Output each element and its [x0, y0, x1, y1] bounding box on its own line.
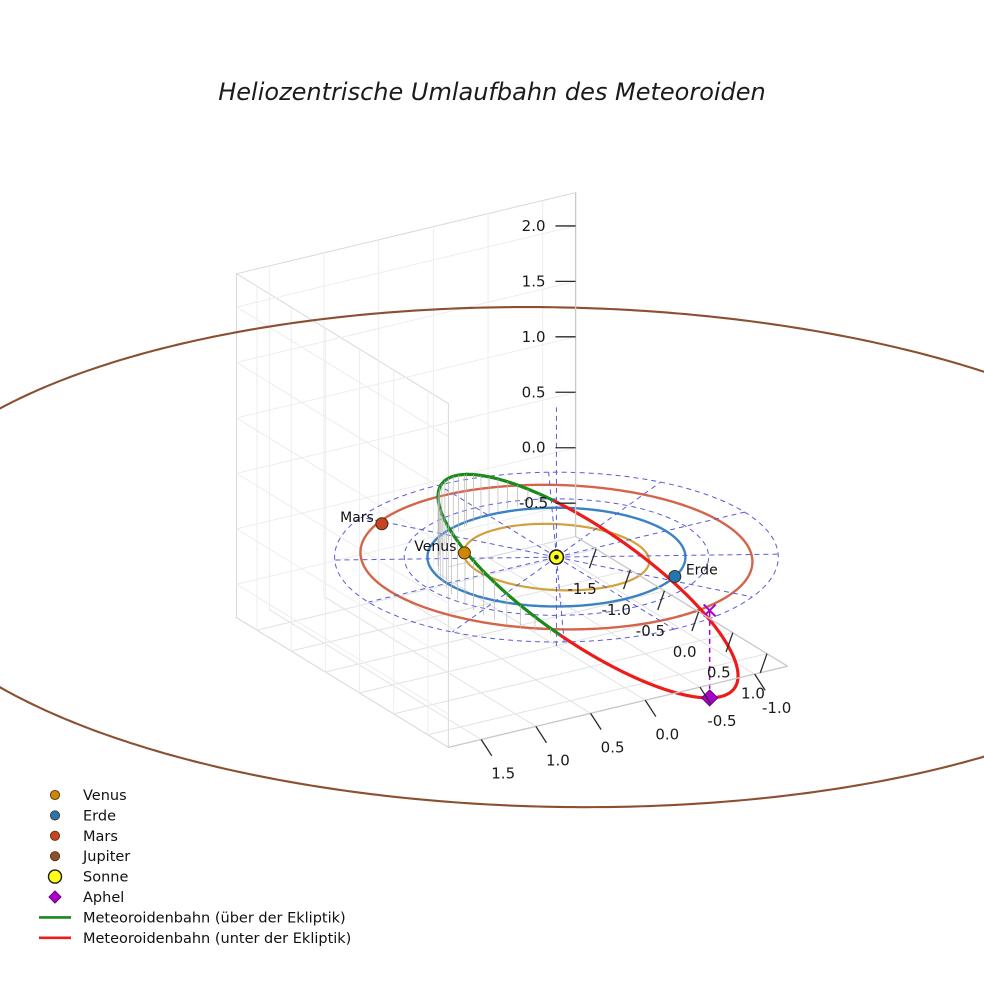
z-tick-label: 0.5 — [522, 383, 546, 401]
left-wall-grid-line — [236, 447, 576, 530]
back-wall-grid-line — [236, 472, 449, 604]
mars-marker-icon — [49, 830, 61, 841]
aphel-projection-x-icon — [702, 603, 717, 618]
back-wall-grid-line — [236, 306, 449, 438]
axis-tick-mark — [699, 686, 712, 704]
aphel-marker-icon — [48, 890, 62, 904]
venus-marker-icon — [49, 789, 61, 801]
y-tick-label: 0.0 — [655, 725, 679, 743]
y-tick-label: -1.0 — [762, 699, 791, 717]
label-erde: Erde — [686, 563, 718, 579]
page-title: Heliozentrische Umlaufbahn des Meteoroid… — [218, 78, 766, 106]
x-tick-label: 0.5 — [707, 664, 731, 682]
legend-item-label: Mars — [83, 829, 118, 845]
axis-tick-mark — [622, 569, 631, 590]
legend: Venus Erde Mars Jupiter Sonne Aphel Meteoroide… — [39, 788, 351, 947]
label-mars: Mars — [340, 510, 374, 526]
floor-grid-line — [378, 583, 591, 714]
z-tick-label: 1.0 — [522, 328, 546, 346]
ecliptic-radial-spoke — [556, 556, 675, 630]
x-tick-label: -1.5 — [567, 580, 596, 598]
floor-grid-line — [291, 569, 631, 652]
back-wall-grid-line — [236, 583, 449, 715]
back-wall-grid-line — [236, 362, 449, 493]
floor-grid-line — [359, 611, 699, 694]
venus-marker-icon — [457, 546, 471, 560]
z-tick-label: 2.0 — [522, 217, 546, 235]
y-tick-label: -0.5 — [707, 712, 736, 730]
y-tick-label: 1.0 — [546, 751, 570, 769]
left-wall-grid-line — [236, 502, 576, 585]
sonne-core-icon — [554, 554, 559, 560]
legend-item-label: Venus — [83, 788, 127, 804]
x-axis-line — [575, 535, 788, 667]
y-tick-label: 0.5 — [601, 738, 625, 756]
ecliptic-radial-spoke — [556, 481, 661, 558]
x-tick-label: -1.0 — [602, 601, 631, 619]
legend-item-label: Meteoroidenbahn (über der Ekliptik) — [83, 910, 346, 926]
legend-item-label: Erde — [83, 808, 116, 824]
ecliptic-radial-spoke — [556, 556, 753, 598]
y-tick-label: 1.5 — [491, 765, 515, 783]
z-tick-label: -0.5 — [519, 494, 548, 512]
legend-item-label: Meteoroidenbahn (unter der Ekliptik) — [83, 931, 351, 947]
axis-tick-mark — [588, 548, 597, 569]
mars-marker-icon — [375, 517, 389, 531]
left-wall-grid-line — [236, 280, 576, 363]
y-axis-line — [448, 665, 788, 748]
erde-marker-icon — [668, 570, 682, 584]
ecliptic-reference-circle-inner — [403, 498, 710, 616]
floor-grid-line — [487, 556, 701, 688]
legend-item-label: Jupiter — [82, 849, 130, 865]
axis-tick-mark — [759, 653, 768, 674]
x-tick-label: 1.0 — [741, 685, 765, 703]
ecliptic-radial-spoke — [438, 484, 557, 558]
erde-marker-icon — [49, 810, 61, 821]
axis-tick-mark — [754, 673, 766, 691]
back-wall-grid-line — [236, 528, 449, 660]
jupiter-marker-icon — [49, 851, 61, 862]
x-tick-label: -0.5 — [636, 622, 665, 640]
meteoroid-orbit-below-ecliptic — [553, 499, 740, 700]
x-tick-label: 0.0 — [673, 643, 697, 661]
axis-tick-mark — [725, 632, 734, 653]
back-wall-grid-line — [236, 417, 449, 549]
floor-grid-line — [269, 609, 482, 740]
left-wall-grid-line — [236, 391, 576, 474]
z-tick-label: 1.5 — [522, 272, 546, 290]
axis-tick-mark — [535, 726, 548, 744]
axis-tick-mark — [691, 611, 700, 632]
ecliptic-radial-spoke — [334, 556, 557, 561]
left-wall-grid-line — [236, 225, 576, 308]
left-wall-grid-line — [236, 336, 576, 419]
sonne-marker-icon — [47, 869, 63, 884]
legend-item-label: Aphel — [83, 890, 124, 906]
ecliptic-radial-spoke — [360, 516, 557, 558]
axis-tick-mark — [657, 590, 666, 611]
z-tick-label: 0.0 — [522, 439, 546, 457]
axis-tick-mark — [644, 699, 657, 717]
legend-item-label: Sonne — [83, 870, 128, 886]
axis-tick-mark — [480, 739, 493, 757]
ecliptic-radial-spoke — [451, 556, 557, 633]
aphel-marker-icon — [700, 689, 719, 707]
floor-grid-line — [393, 632, 733, 715]
jupiter-orbit-curve — [0, 305, 984, 809]
back-wall-pane — [236, 272, 449, 749]
floor-grid-line — [542, 543, 755, 675]
axis-tick-mark — [590, 712, 602, 731]
meteoroid-orbit-above-ecliptic — [464, 472, 557, 503]
label-venus: Venus — [414, 539, 456, 555]
floor-grid-line — [427, 653, 768, 736]
floor-grid-line — [325, 590, 665, 673]
